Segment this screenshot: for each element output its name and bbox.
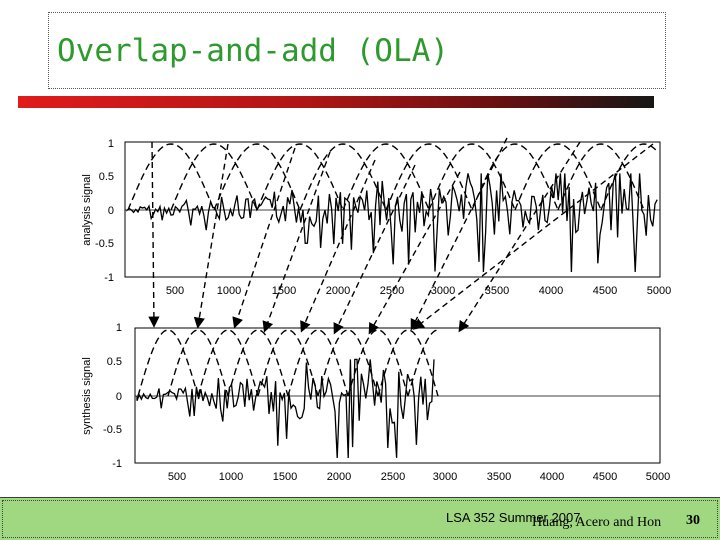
mapping-arrow [232, 147, 296, 329]
synthesis-panel: 1 0.5 0 -0.5 -1 500 1000 1500 2000 2500 … [81, 322, 670, 480]
synthesis-ytick: 0 [116, 391, 122, 403]
footer-frame [2, 500, 718, 538]
synthesis-xticks: 500 1000 1500 2000 2500 3000 3500 4000 4… [168, 471, 670, 480]
analysis-xtick: 4000 [539, 285, 563, 297]
synthesis-xtick: 500 [168, 471, 186, 480]
mapping-arrow [148, 141, 160, 328]
analysis-xtick: 1500 [272, 285, 296, 297]
mapping-arrow [412, 143, 654, 330]
analysis-yticks: 1 0.5 0 -0.5 -1 [95, 138, 114, 284]
mapping-arrow [333, 164, 416, 335]
mapping-arrow [300, 159, 376, 333]
synthesis-xtick: 5000 [646, 471, 670, 480]
synthesis-ytick: -1 [112, 458, 122, 470]
synthesis-xtick: 3000 [433, 471, 457, 480]
mapping-arrow [193, 143, 229, 329]
synthesis-xtick: 2000 [327, 471, 351, 480]
synthesis-xtick: 4000 [540, 471, 564, 480]
slide-title: Overlap-and-add (OLA) [57, 33, 449, 69]
analysis-xtick: 3500 [485, 285, 509, 297]
title-box: Overlap-and-add (OLA) [48, 12, 666, 89]
analysis-xtick: 4500 [593, 285, 617, 297]
synthesis-window-curves [137, 329, 439, 397]
analysis-axes-frame [124, 141, 661, 278]
mapping-arrow [368, 171, 461, 335]
frame-mapping-arrows [148, 137, 654, 335]
title-underline-bar [18, 96, 654, 108]
analysis-ytick: 1 [108, 138, 114, 150]
analysis-ytick: 0 [108, 205, 114, 217]
analysis-xtick: 2500 [380, 285, 404, 297]
analysis-xticks: 500 1000 1500 2000 2500 3000 3500 4000 4… [166, 285, 671, 297]
synthesis-ytick: 0.5 [107, 356, 122, 368]
synthesis-xtick: 1000 [219, 471, 243, 480]
slide-footer: LSA 352 Summer 2007 Huang, Acero and Hon… [0, 497, 720, 540]
analysis-ytick: -0.5 [95, 238, 114, 250]
analysis-waveform [126, 173, 658, 273]
analysis-window-curves [127, 143, 658, 211]
analysis-xtick: 500 [166, 285, 184, 297]
synthesis-xtick: 1500 [273, 471, 297, 480]
analysis-ytick: -1 [104, 272, 114, 284]
analysis-xtick: 2000 [326, 285, 350, 297]
analysis-ylabel: analysis signal [81, 174, 93, 246]
synthesis-xtick: 2500 [381, 471, 405, 480]
mapping-arrow [458, 141, 581, 333]
synthesis-ylabel: synthesis signal [81, 357, 93, 435]
footer-course: LSA 352 Summer 2007 [446, 510, 581, 525]
synthesis-xtick: 4500 [593, 471, 617, 480]
footer-credit: Huang, Acero and Hon [532, 515, 662, 530]
synthesis-ytick: -0.5 [103, 424, 122, 436]
synthesis-ytick: 1 [116, 322, 122, 334]
page-number: 30 [686, 513, 700, 528]
mapping-arrow [410, 137, 508, 331]
ola-figure: 1 0.5 0 -0.5 -1 500 1000 1500 2000 2500 … [81, 137, 671, 480]
analysis-xtick: 5000 [647, 285, 671, 297]
synthesis-waveform [136, 358, 435, 459]
analysis-panel: 1 0.5 0 -0.5 -1 500 1000 1500 2000 2500 … [81, 138, 671, 297]
synthesis-xtick: 3500 [487, 471, 511, 480]
mapping-arrow [262, 151, 331, 333]
analysis-xtick: 3000 [431, 285, 455, 297]
synthesis-axes-frame [134, 327, 661, 464]
analysis-ytick: 0.5 [99, 171, 114, 183]
analysis-xtick: 1000 [217, 285, 241, 297]
synthesis-yticks: 1 0.5 0 -0.5 -1 [103, 322, 122, 470]
